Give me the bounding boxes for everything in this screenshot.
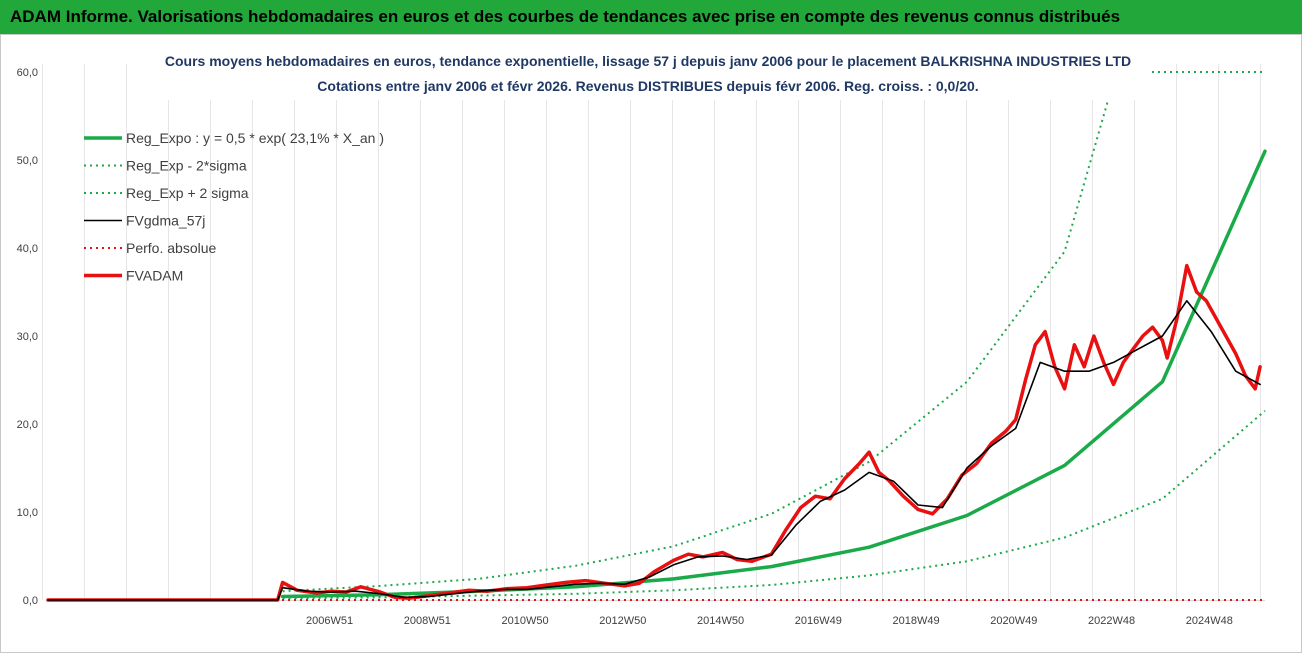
series-lines <box>46 71 1267 602</box>
y-tick-label: 60,0 <box>17 67 38 79</box>
x-tick-label: 2020W49 <box>990 615 1037 627</box>
x-tick-label: 2010W50 <box>501 615 548 627</box>
y-tick-label: 10,0 <box>17 507 38 519</box>
report-banner: ADAM Informe. Valorisations hebdomadaire… <box>0 0 1302 34</box>
x-tick-label: 2022W48 <box>1088 615 1135 627</box>
chart-title-line1: Cours moyens hebdomadaires en euros, ten… <box>165 53 1131 69</box>
x-tick-label: 2018W49 <box>892 615 939 627</box>
y-axis-ticks: 0,0 10,0 20,0 30,0 40,0 50,0 60,0 <box>17 67 38 607</box>
x-tick-label: 2012W50 <box>599 615 646 627</box>
series-line-1 <box>282 410 1266 600</box>
x-tick-label: 2014W50 <box>697 615 744 627</box>
x-axis-ticks: 2006W51 2008W51 2010W50 2012W50 2014W50 2016W… <box>306 615 1233 627</box>
x-tick-label: 2024W48 <box>1186 615 1233 627</box>
chart-area: 0,0 10,0 20,0 30,0 40,0 50,0 60,0 2006W51 2008W… <box>17 48 1267 627</box>
y-tick-label: 30,0 <box>17 331 38 343</box>
x-tick-label: 2008W51 <box>404 615 451 627</box>
vertical-gridlines <box>42 64 1261 600</box>
legend-label: Reg_Exp + 2 sigma <box>126 185 249 201</box>
series-line-3 <box>47 299 1261 601</box>
title-backdrop <box>140 48 1152 100</box>
legend-label: Reg_Expo : y = 0,5 * exp( 23,1% * X_an ) <box>126 130 384 146</box>
legend-label: Reg_Exp - 2*sigma <box>126 158 247 174</box>
y-tick-label: 0,0 <box>23 595 38 607</box>
legend-label: Perfo. absolue <box>126 240 216 256</box>
y-tick-label: 20,0 <box>17 419 38 431</box>
legend-label: FVgdma_57j <box>126 213 205 229</box>
series-line-2 <box>282 98 1110 593</box>
series-line-5 <box>46 263 1262 602</box>
x-tick-label: 2006W51 <box>306 615 353 627</box>
legend-label: FVADAM <box>126 268 183 284</box>
x-tick-label: 2016W49 <box>795 615 842 627</box>
legend: Reg_Expo : y = 0,5 * exp( 23,1% * X_an )… <box>84 130 384 284</box>
y-tick-label: 40,0 <box>17 243 38 255</box>
chart-title-line2: Cotations entre janv 2006 et févr 2026. … <box>317 78 978 94</box>
y-tick-label: 50,0 <box>17 155 38 167</box>
